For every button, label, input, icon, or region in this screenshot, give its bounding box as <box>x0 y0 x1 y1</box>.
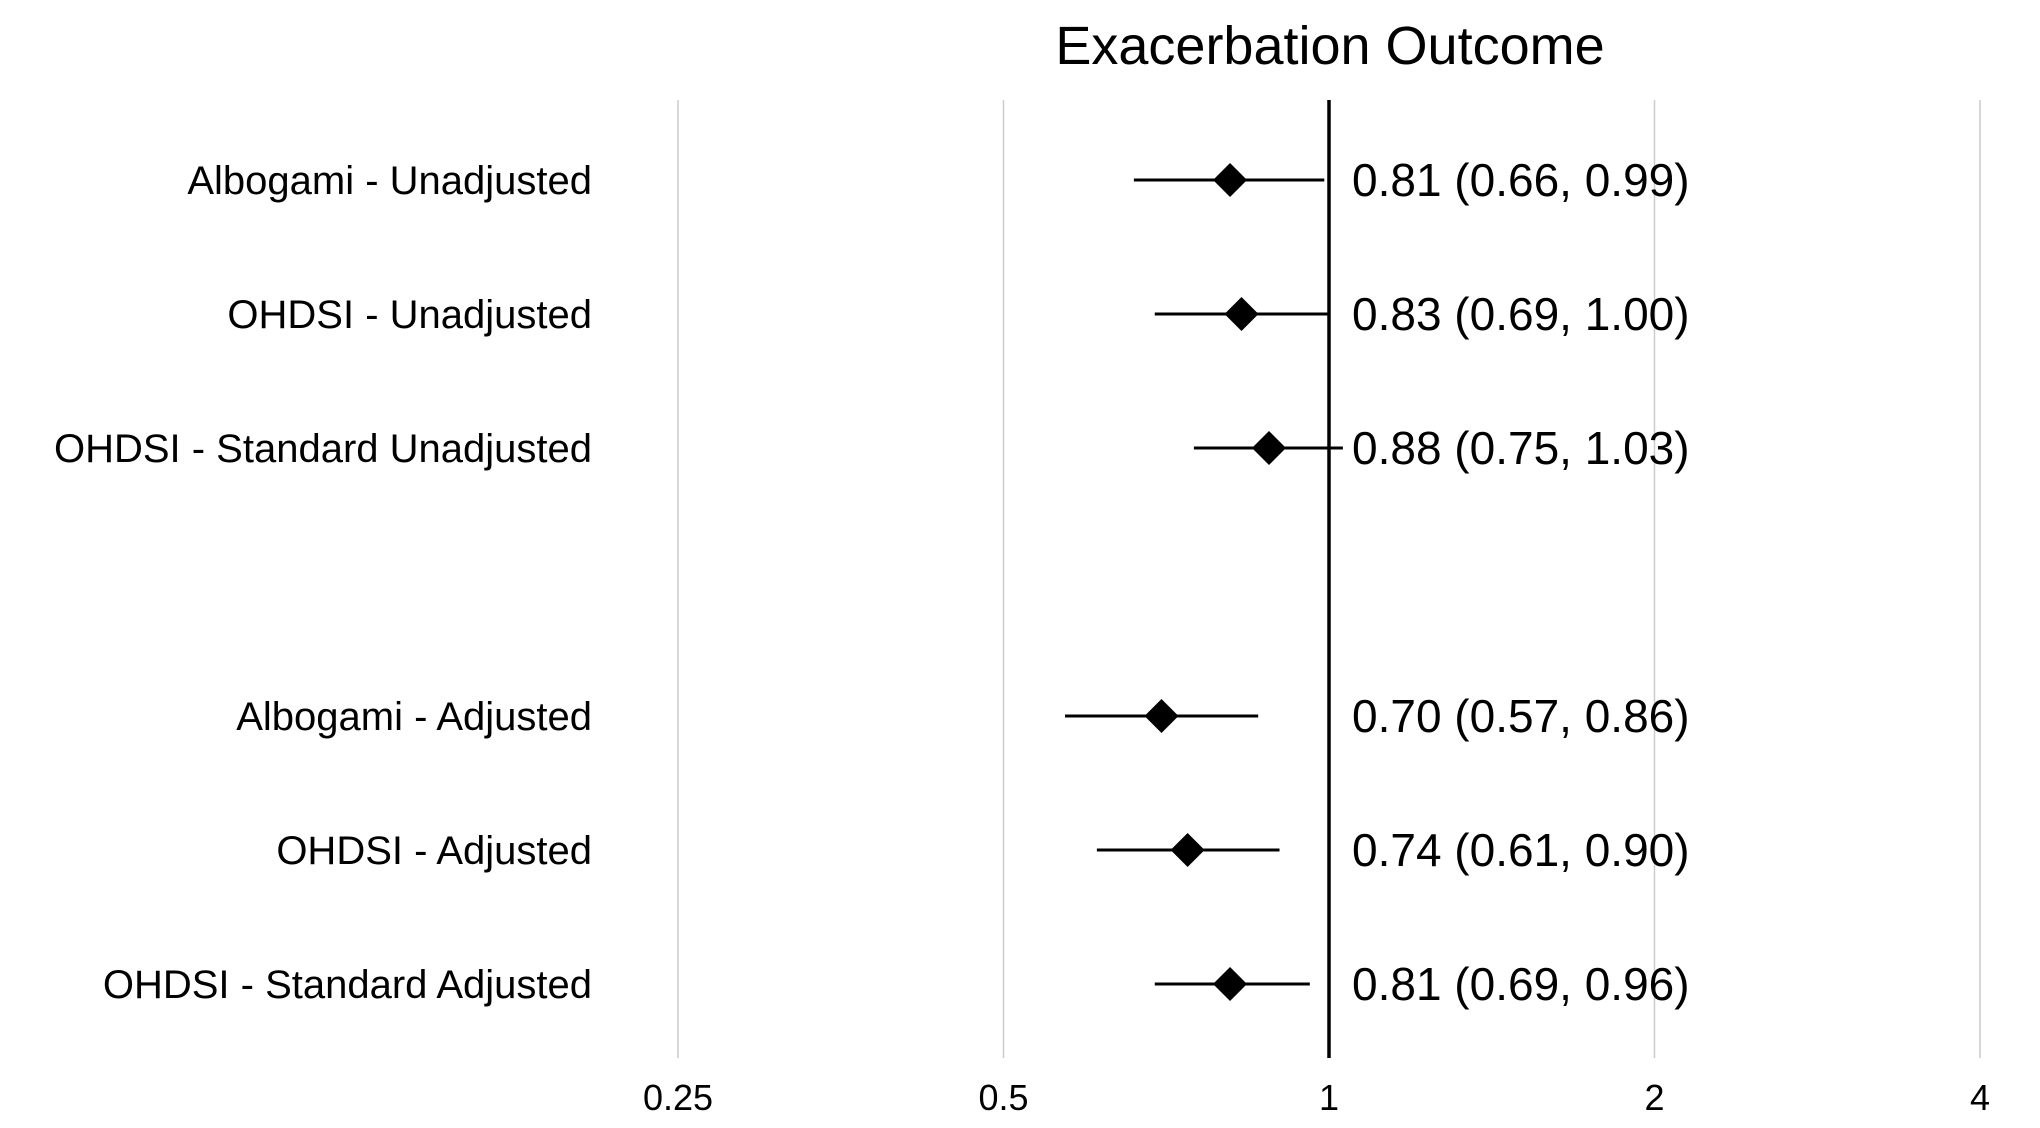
forest-row: OHDSI - Standard Unadjusted 0.88 (0.75, 1… <box>54 422 1690 474</box>
point-estimate <box>1251 431 1286 465</box>
x-tick-label: 4 <box>1970 1077 1990 1118</box>
forest-row: Albogami - Adjusted 0.70 (0.57, 0.86) <box>236 690 1689 742</box>
chart-title: Exacerbation Outcome <box>1055 16 1604 76</box>
estimate-label: 0.70 (0.57, 0.86) <box>1352 690 1690 742</box>
row-label: Albogami - Adjusted <box>236 695 592 739</box>
forest-row: Albogami - Unadjusted 0.81 (0.66, 0.99) <box>187 154 1689 206</box>
point-estimate <box>1213 967 1248 1001</box>
row-label: OHDSI - Standard Adjusted <box>103 963 592 1007</box>
forest-row: OHDSI - Standard Adjusted 0.81 (0.69, 0.9… <box>103 958 1690 1010</box>
estimate-label: 0.88 (0.75, 1.03) <box>1352 422 1690 474</box>
point-estimate <box>1170 833 1205 867</box>
gridlines <box>677 100 1981 1058</box>
estimate-label: 0.74 (0.61, 0.90) <box>1352 824 1690 876</box>
x-tick-label: 1 <box>1319 1077 1339 1118</box>
row-label: OHDSI - Unadjusted <box>227 293 592 337</box>
x-tick-label: 0.5 <box>978 1077 1028 1118</box>
x-tick-label: 0.25 <box>643 1077 713 1118</box>
forest-rows: Albogami - Unadjusted 0.81 (0.66, 0.99) OH… <box>54 154 1690 1010</box>
x-tick-label: 2 <box>1644 1077 1664 1118</box>
row-label: Albogami - Unadjusted <box>187 159 592 203</box>
estimate-label: 0.81 (0.69, 0.96) <box>1352 958 1690 1010</box>
point-estimate <box>1213 163 1248 197</box>
x-axis-ticks: 0.25 0.5 1 2 4 <box>643 1077 1990 1118</box>
estimate-label: 0.83 (0.69, 1.00) <box>1352 288 1690 340</box>
forest-row: OHDSI - Adjusted 0.74 (0.61, 0.90) <box>276 824 1689 876</box>
row-label: OHDSI - Standard Unadjusted <box>54 427 592 471</box>
forest-row: OHDSI - Unadjusted 0.83 (0.69, 1.00) <box>227 288 1689 340</box>
row-label: OHDSI - Adjusted <box>276 829 592 873</box>
estimate-label: 0.81 (0.66, 0.99) <box>1352 154 1690 206</box>
point-estimate <box>1224 297 1259 331</box>
point-estimate <box>1144 699 1179 733</box>
